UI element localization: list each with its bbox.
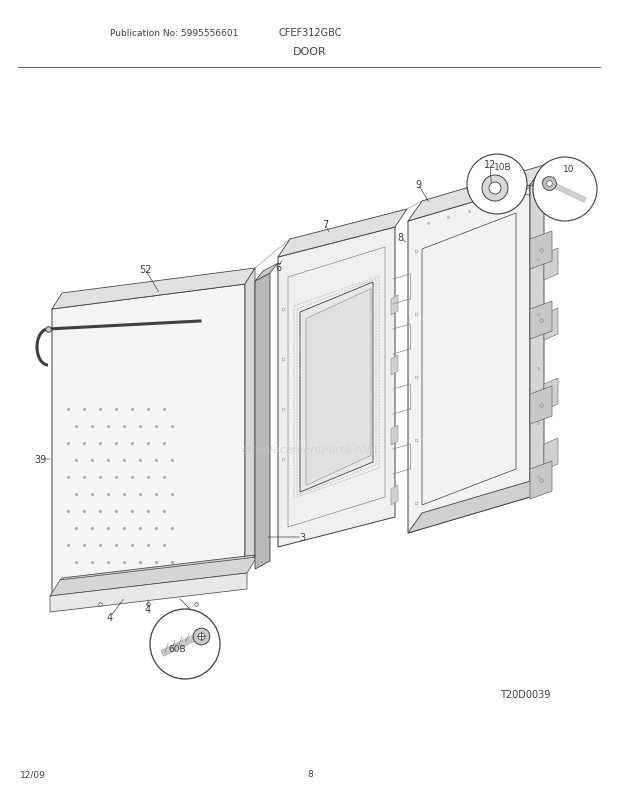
Text: 4: 4: [107, 612, 113, 622]
Text: 8: 8: [307, 770, 313, 779]
Circle shape: [150, 610, 220, 679]
Polygon shape: [300, 282, 373, 492]
Text: Publication No: 5995556601: Publication No: 5995556601: [110, 28, 238, 38]
Polygon shape: [544, 309, 558, 341]
Text: 10B: 10B: [494, 162, 512, 172]
Polygon shape: [408, 166, 544, 221]
Polygon shape: [52, 555, 255, 594]
Polygon shape: [530, 166, 544, 497]
Text: CFEF312GBC: CFEF312GBC: [278, 28, 342, 38]
Polygon shape: [255, 264, 278, 282]
Text: 10: 10: [563, 165, 575, 174]
Text: 3: 3: [299, 533, 305, 542]
Circle shape: [533, 158, 597, 221]
Polygon shape: [391, 296, 398, 316]
Text: 60B: 60B: [168, 645, 186, 654]
Polygon shape: [391, 426, 398, 445]
Text: 7: 7: [322, 220, 328, 229]
Polygon shape: [255, 273, 270, 569]
Circle shape: [489, 183, 501, 195]
Text: 9: 9: [415, 180, 421, 190]
Polygon shape: [245, 269, 255, 571]
Polygon shape: [544, 379, 558, 411]
Polygon shape: [278, 228, 395, 547]
Polygon shape: [278, 210, 407, 257]
Text: 6: 6: [275, 263, 281, 273]
Polygon shape: [391, 355, 398, 375]
Polygon shape: [306, 290, 371, 486]
Polygon shape: [408, 477, 544, 533]
Text: 39: 39: [34, 455, 46, 464]
Polygon shape: [408, 186, 530, 533]
Text: T20D0039: T20D0039: [500, 689, 551, 699]
Polygon shape: [544, 439, 558, 471]
Polygon shape: [52, 269, 255, 310]
Polygon shape: [530, 461, 552, 500]
Polygon shape: [50, 557, 257, 596]
Polygon shape: [50, 573, 247, 612]
Text: DOOR: DOOR: [293, 47, 327, 57]
Polygon shape: [530, 387, 552, 424]
Text: 4: 4: [145, 604, 151, 614]
Text: eReplacementParts.com: eReplacementParts.com: [242, 444, 378, 455]
Circle shape: [482, 176, 508, 202]
Polygon shape: [544, 249, 558, 281]
Text: 12: 12: [484, 160, 496, 170]
Polygon shape: [52, 285, 245, 594]
Text: 8: 8: [397, 233, 403, 243]
Text: 12/09: 12/09: [20, 770, 46, 779]
Text: 52: 52: [139, 265, 151, 274]
Polygon shape: [530, 302, 552, 339]
Polygon shape: [530, 232, 552, 269]
Polygon shape: [391, 485, 398, 505]
Circle shape: [467, 155, 527, 215]
